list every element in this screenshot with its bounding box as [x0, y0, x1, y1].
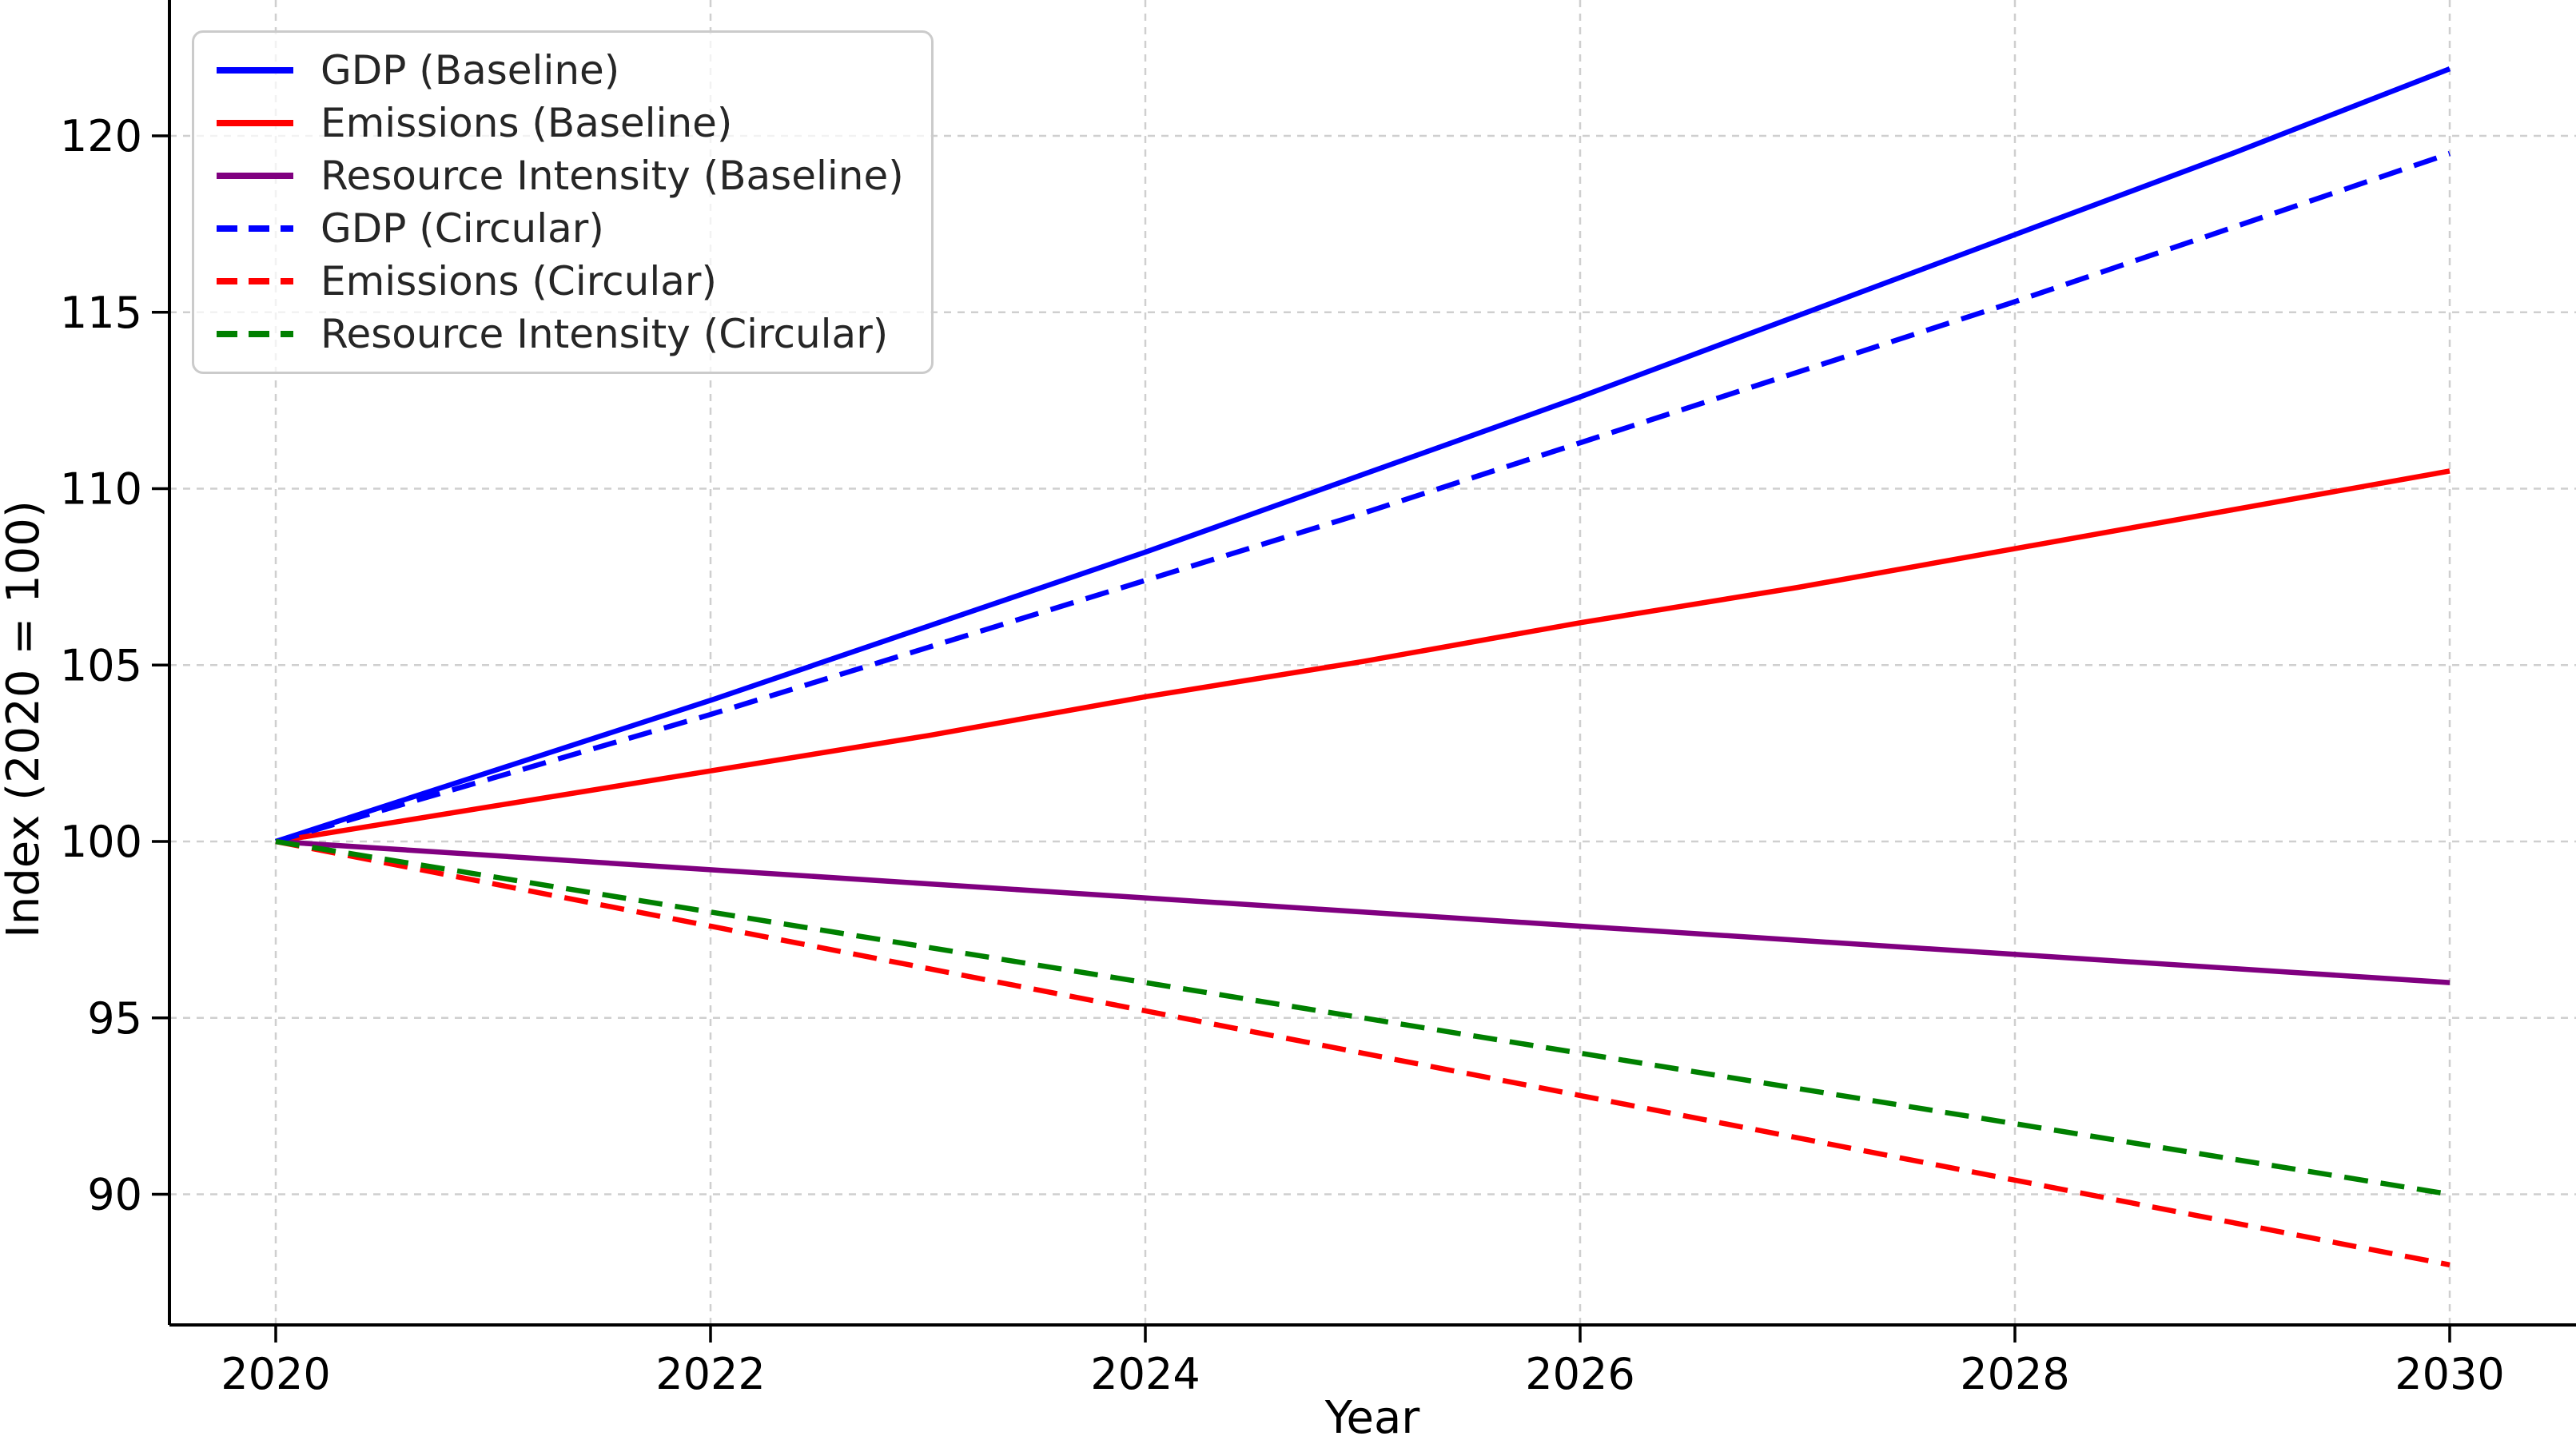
legend-label-resource-intensity-baseline: Resource Intensity (Baseline): [321, 153, 904, 199]
legend-line-sample-solid: [217, 67, 293, 74]
legend-line-sample-dashed: [217, 278, 293, 284]
series-line-gdp-baseline: [274, 66, 2451, 845]
legend-label-resource-intensity-circular: Resource Intensity (Circular): [321, 311, 889, 357]
series-line-resource-intensity-circular: [275, 838, 2451, 1197]
legend-line-sample-solid: [217, 120, 293, 126]
y-tick-label-100: 100: [60, 817, 142, 867]
series-line-gdp-circular: [275, 150, 2451, 845]
x-tick-label-2026: 2026: [1525, 1349, 1634, 1399]
series-lines: [274, 66, 2451, 1267]
legend-entry-resource-intensity-circular: Resource Intensity (Circular): [215, 308, 904, 360]
y-tick-label-115: 115: [60, 288, 142, 338]
y-tick-label-110: 110: [60, 464, 142, 515]
axis-ticks: [152, 134, 2451, 1343]
x-tick-label-2020: 2020: [221, 1349, 330, 1399]
legend-entry-resource-intensity-baseline: Resource Intensity (Baseline): [215, 149, 904, 202]
x-tick-label-2022: 2022: [655, 1349, 765, 1399]
y-tick-label-95: 95: [87, 993, 142, 1044]
x-tick-label-2024: 2024: [1090, 1349, 1200, 1399]
y-axis-label: Index (2020 = 100): [0, 500, 50, 938]
legend-entry-gdp-baseline: GDP (Baseline): [215, 44, 904, 97]
series-line-emissions-circular: [275, 838, 2451, 1267]
legend-label-emissions-circular: Emissions (Circular): [321, 258, 717, 304]
y-tick-label-105: 105: [60, 640, 142, 690]
x-axis-label: Year: [1324, 1392, 1421, 1444]
y-tick-label-90: 90: [87, 1170, 142, 1220]
legend-line-sample-solid: [217, 173, 293, 179]
legend-entry-emissions-circular: Emissions (Circular): [215, 255, 904, 308]
legend-label-gdp-baseline: GDP (Baseline): [321, 47, 620, 93]
legend-label-emissions-baseline: Emissions (Baseline): [321, 100, 733, 146]
x-tick-label-2030: 2030: [2395, 1349, 2504, 1399]
series-line-emissions-baseline: [275, 468, 2451, 845]
axis-tick-labels: 90 95 100 105 110 115 120 2020 2022 2024 2026 2028 2…: [60, 111, 2505, 1399]
legend: GDP (Baseline) Emissions (Baseline) Resour…: [192, 30, 934, 374]
legend-line-sample-dashed: [217, 225, 293, 232]
legend-line-sample-dashed: [217, 331, 293, 337]
legend-entry-emissions-baseline: Emissions (Baseline): [215, 97, 904, 149]
x-tick-label-2028: 2028: [1960, 1349, 2069, 1399]
legend-entry-gdp-circular: GDP (Circular): [215, 202, 904, 255]
axis-spines: [168, 0, 2576, 1327]
series-line-resource-intensity-baseline: [275, 838, 2451, 985]
legend-label-gdp-circular: GDP (Circular): [321, 205, 604, 252]
y-tick-label-120: 120: [60, 111, 142, 161]
